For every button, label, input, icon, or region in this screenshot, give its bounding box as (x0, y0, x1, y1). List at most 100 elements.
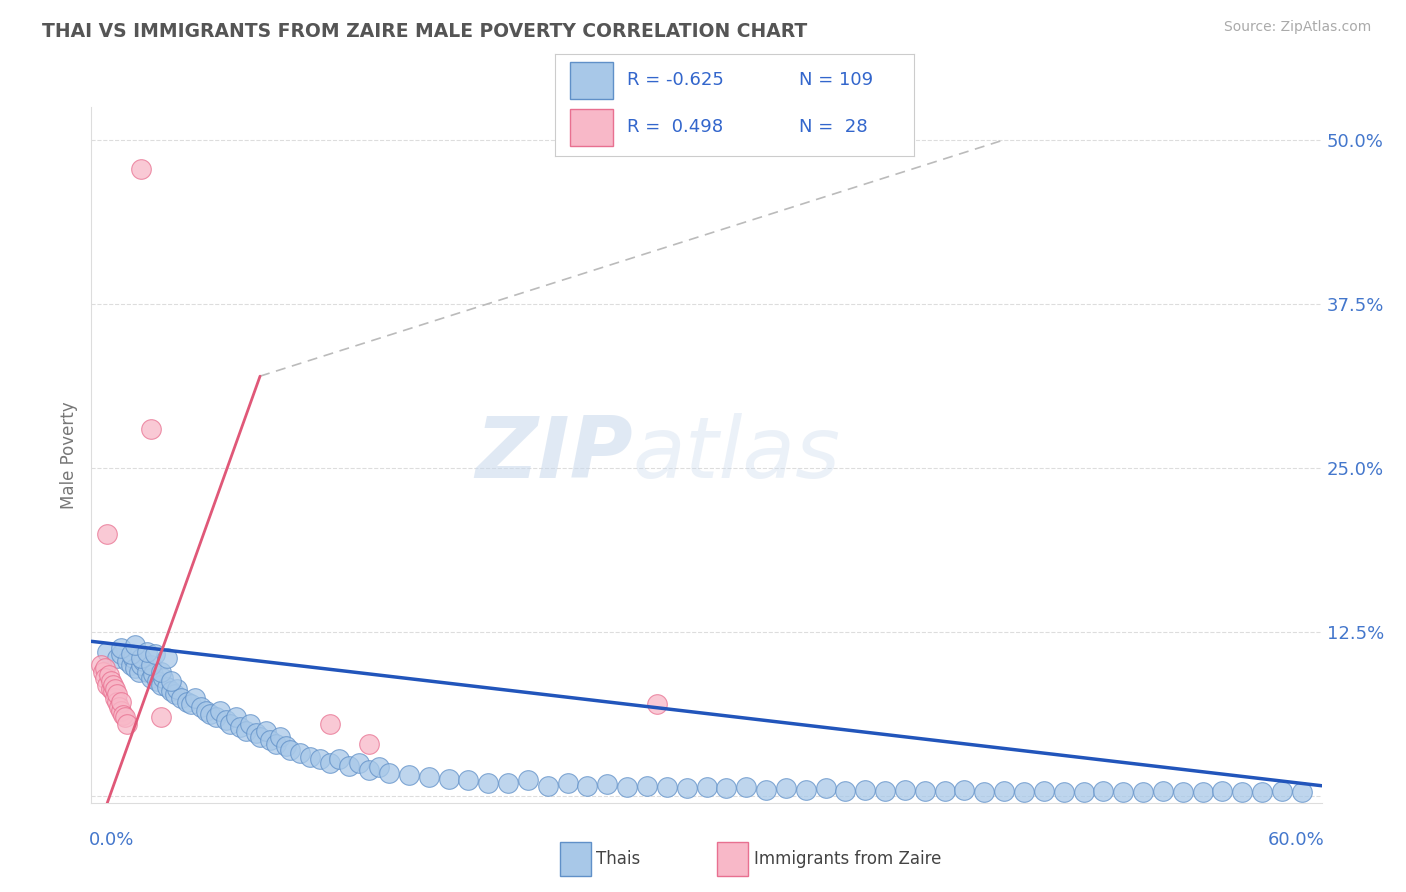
Point (96, 645, 118, 659)
Text: R =  0.498: R = 0.498 (627, 119, 723, 136)
Bar (569, 109, 613, 145)
Point (166, 681, 188, 696)
Point (103, 678, 125, 692)
Point (259, 732, 281, 747)
Text: ZIP: ZIP (475, 413, 633, 497)
Point (675, 781, 697, 796)
Point (90, 657, 112, 672)
Point (794, 782, 817, 797)
Point (229, 720, 252, 734)
Point (337, 759, 360, 773)
Point (328, 752, 350, 766)
Point (655, 780, 678, 794)
Point (477, 776, 499, 790)
Point (176, 695, 198, 709)
Point (100, 681, 122, 696)
Point (149, 710, 172, 724)
Point (149, 665, 172, 679)
Point (359, 737, 381, 751)
Point (104, 690, 127, 705)
Point (91, 665, 114, 679)
Point (973, 785, 995, 799)
Point (96, 526, 118, 541)
Point (205, 710, 228, 724)
Point (170, 690, 193, 705)
Text: THAI VS IMMIGRANTS FROM ZAIRE MALE POVERTY CORRELATION CHART: THAI VS IMMIGRANTS FROM ZAIRE MALE POVER… (42, 22, 807, 41)
Point (775, 781, 797, 796)
Point (146, 673, 169, 688)
Point (115, 654, 138, 668)
Point (159, 684, 181, 698)
Point (1053, 785, 1076, 799)
Point (114, 710, 136, 724)
Point (1171, 785, 1194, 799)
Point (368, 760, 391, 774)
Y-axis label: Male Poverty: Male Poverty (60, 401, 79, 508)
Point (418, 770, 440, 784)
Point (537, 779, 560, 793)
Bar (569, 62, 613, 99)
Point (378, 765, 401, 780)
Point (993, 784, 1015, 798)
Text: atlas: atlas (633, 413, 841, 497)
Point (195, 704, 218, 718)
Point (576, 779, 599, 793)
Point (110, 704, 132, 718)
Point (103, 684, 125, 698)
Point (209, 704, 232, 718)
Point (235, 723, 257, 738)
Point (695, 780, 717, 794)
Point (110, 640, 132, 655)
Point (249, 730, 271, 744)
Point (215, 713, 238, 727)
Point (716, 781, 738, 796)
Point (110, 695, 132, 709)
Point (120, 648, 142, 662)
Point (139, 657, 162, 672)
Point (142, 667, 165, 681)
Point (156, 651, 179, 665)
Point (645, 698, 668, 712)
Point (94, 671, 117, 685)
Point (120, 657, 142, 672)
Point (1112, 785, 1135, 799)
Point (219, 717, 242, 731)
Point (254, 723, 277, 738)
Point (596, 777, 619, 791)
Point (853, 782, 876, 797)
Point (318, 756, 340, 771)
Point (139, 671, 162, 685)
Point (1152, 784, 1174, 798)
Point (156, 680, 179, 694)
Point (894, 782, 917, 797)
Point (129, 657, 152, 672)
Point (496, 776, 519, 790)
Point (108, 700, 131, 714)
Point (1191, 785, 1213, 799)
Point (288, 746, 311, 760)
Point (129, 651, 152, 665)
Point (437, 772, 460, 787)
Point (735, 780, 758, 794)
Point (349, 756, 371, 771)
Point (124, 660, 146, 674)
Text: N = 109: N = 109 (799, 71, 873, 89)
Point (814, 781, 837, 796)
Point (163, 687, 186, 701)
Point (755, 782, 778, 797)
Point (398, 768, 420, 782)
Point (914, 784, 936, 798)
Point (1132, 785, 1154, 799)
Point (264, 737, 287, 751)
Text: R = -0.625: R = -0.625 (627, 71, 724, 89)
Point (104, 681, 127, 696)
Point (934, 784, 956, 798)
Point (1232, 785, 1254, 799)
Point (834, 784, 856, 798)
Point (1032, 784, 1054, 798)
Point (274, 739, 297, 754)
Point (122, 651, 145, 665)
Point (149, 678, 172, 692)
Point (105, 687, 128, 701)
Point (875, 784, 897, 798)
